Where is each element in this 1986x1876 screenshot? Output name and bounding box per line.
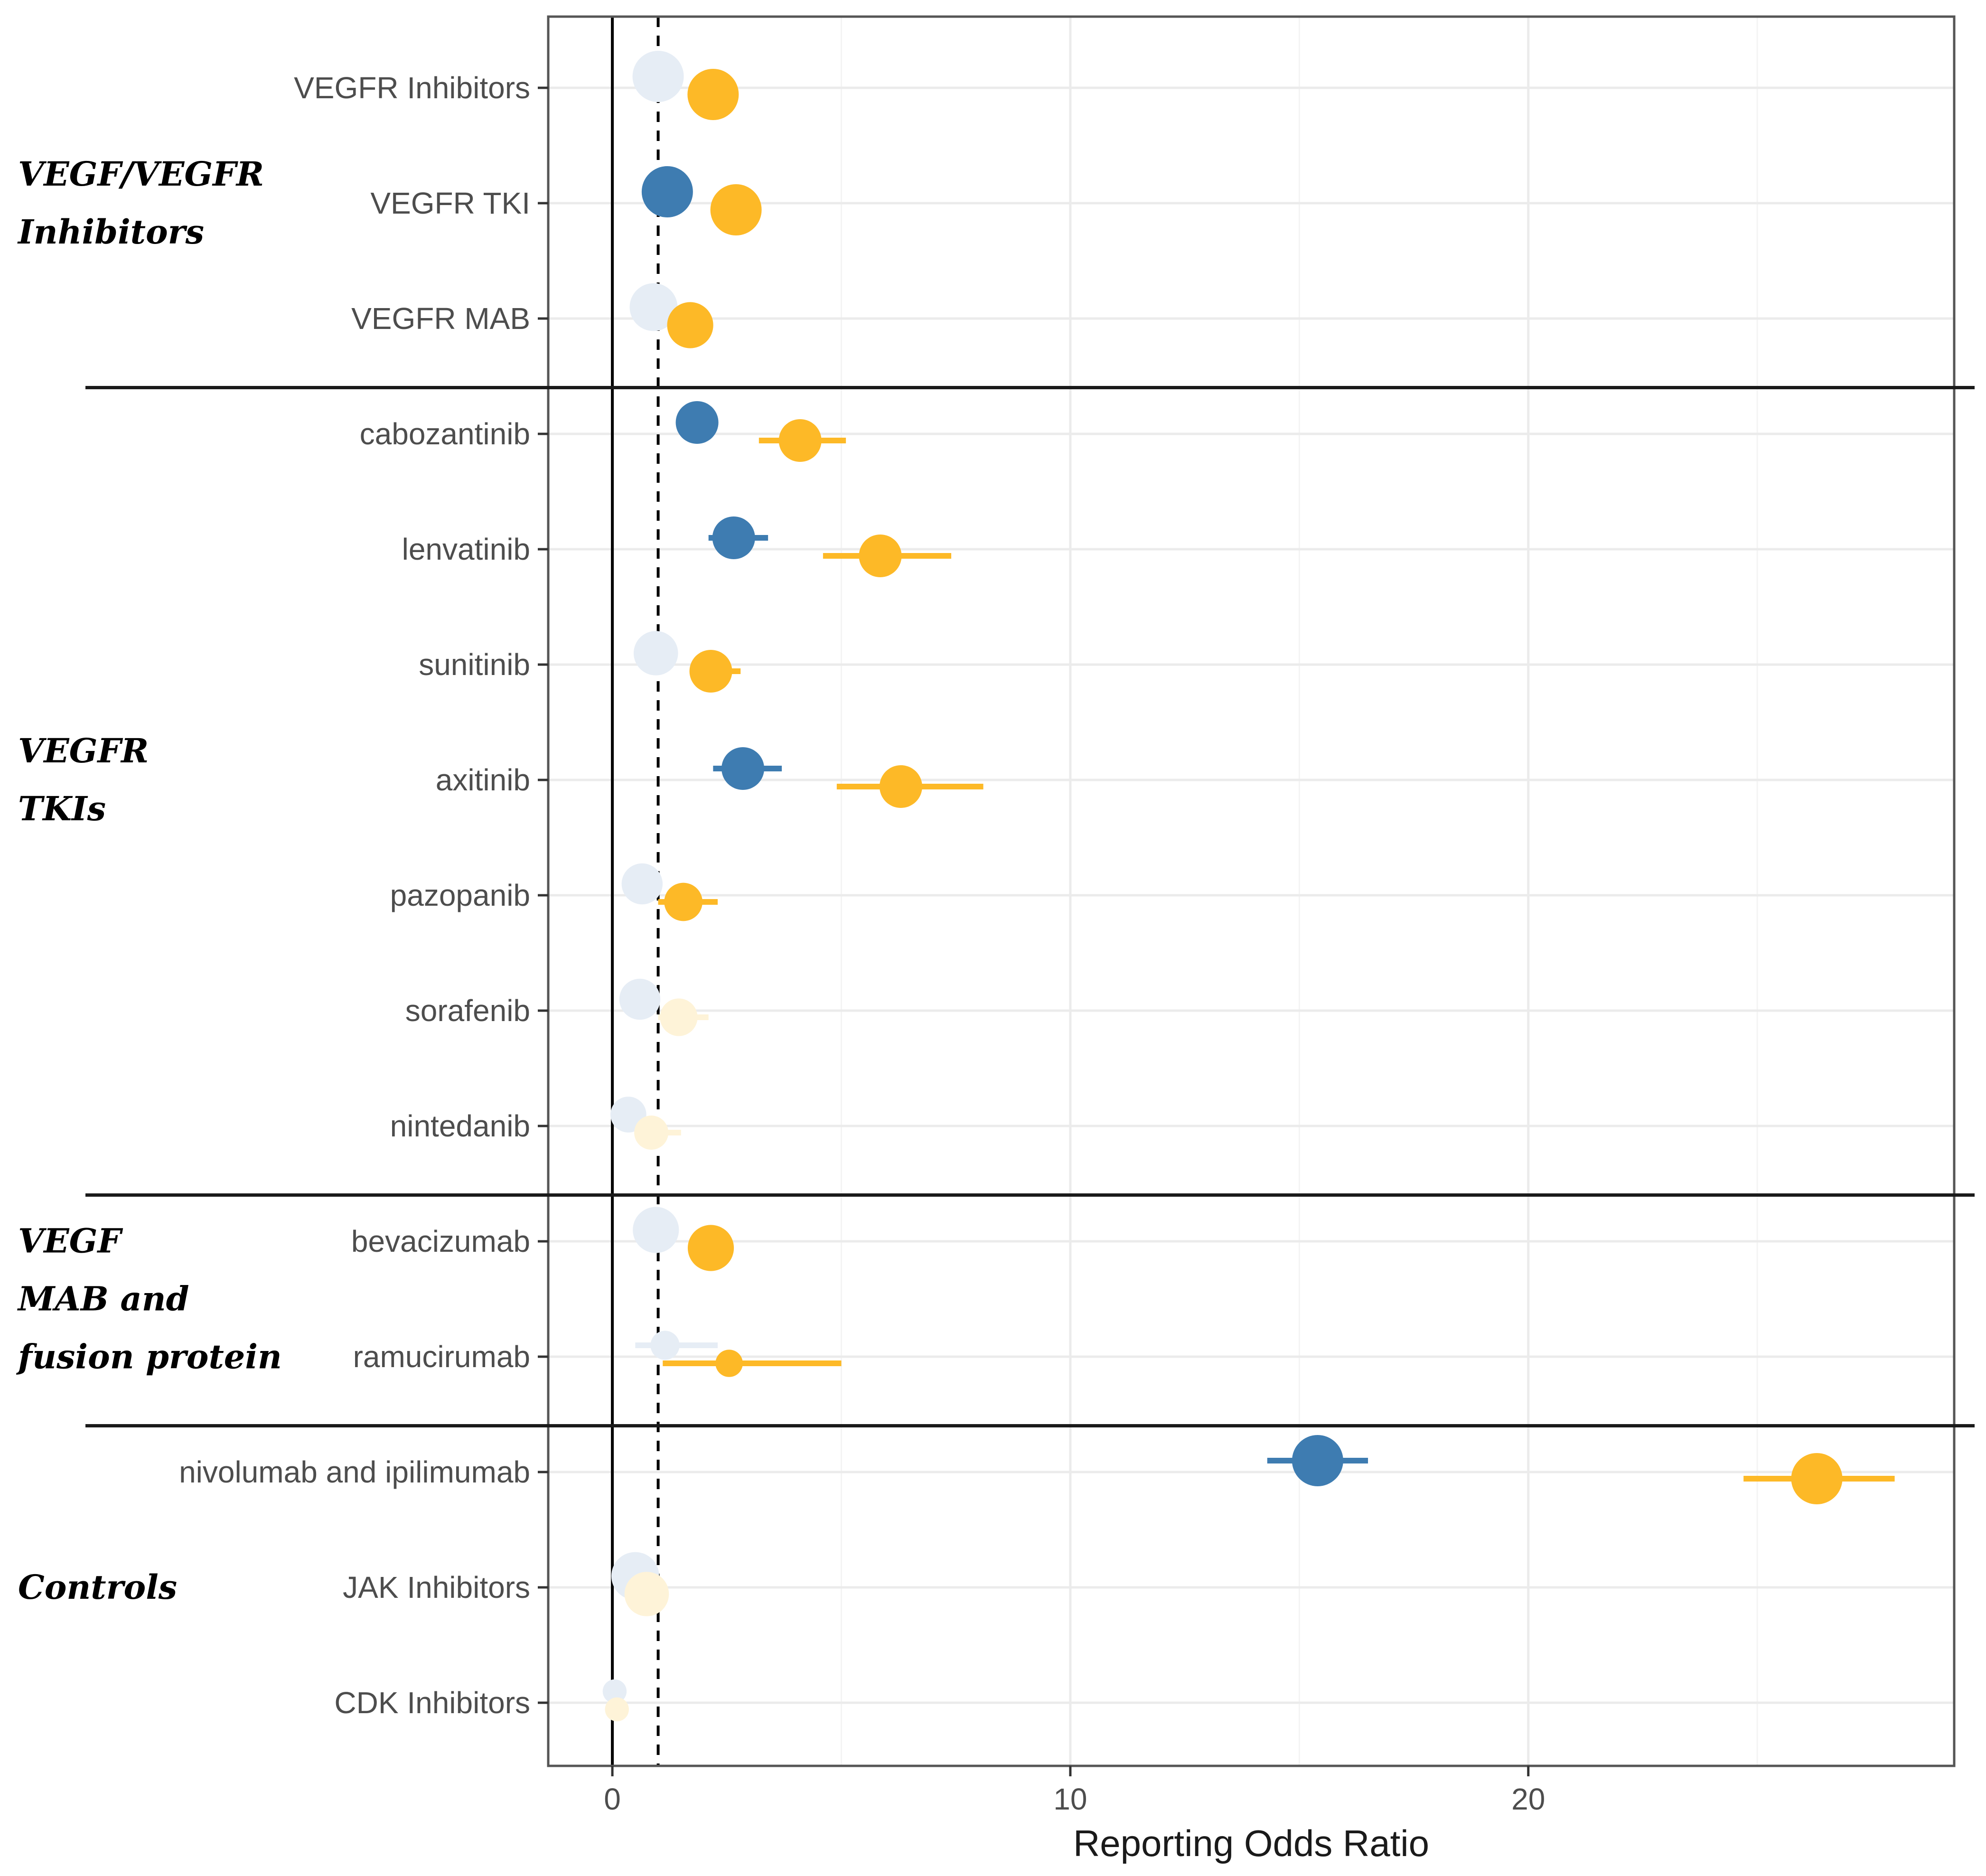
blue-point bbox=[619, 978, 661, 1020]
gridlines bbox=[548, 17, 1954, 1766]
group-label-line: MAB and bbox=[17, 1279, 189, 1319]
orange-point bbox=[778, 419, 822, 462]
category-label: ramucirumab bbox=[353, 1340, 530, 1374]
orange-point bbox=[689, 650, 732, 693]
orange-point bbox=[687, 69, 739, 120]
x-axis: 0 10 20 bbox=[604, 1766, 1545, 1816]
blue-point bbox=[602, 1679, 627, 1704]
y-axis: VEGFR Inhibitors VEGFR TKI VEGFR MAB caboza… bbox=[179, 71, 548, 1720]
x-axis-title: Reporting Odds Ratio bbox=[1073, 1822, 1429, 1864]
blue-point bbox=[629, 283, 678, 331]
group-label-line: TKIs bbox=[18, 789, 106, 828]
category-label: JAK Inhibitors bbox=[343, 1570, 530, 1604]
category-label: nintedanib bbox=[390, 1109, 530, 1143]
category-label: pazopanib bbox=[390, 878, 530, 912]
category-label: sorafenib bbox=[405, 994, 530, 1028]
category-label: bevacizumab bbox=[351, 1224, 530, 1258]
orange-point bbox=[687, 1225, 734, 1271]
blue-point bbox=[712, 516, 755, 559]
category-label: VEGFR Inhibitors bbox=[294, 71, 530, 105]
category-label: axitinib bbox=[436, 763, 530, 797]
blue-point bbox=[650, 1331, 680, 1360]
group-label-line: fusion protein bbox=[16, 1337, 282, 1377]
orange-point bbox=[660, 998, 698, 1036]
category-label: nivolumab and ipilimumab bbox=[179, 1455, 530, 1489]
group-labels: VEGF/VEGFR Inhibitors VEGFR TKIs VEGF MAB and… bbox=[16, 154, 282, 1607]
orange-point bbox=[664, 882, 703, 921]
orange-point bbox=[715, 1350, 743, 1377]
plot-panel-border bbox=[547, 15, 1956, 1767]
blue-point bbox=[675, 401, 719, 444]
x-tick-label: 10 bbox=[1053, 1782, 1087, 1816]
orange-point bbox=[710, 184, 762, 235]
blue-point bbox=[632, 51, 684, 102]
x-tick-label: 20 bbox=[1511, 1782, 1545, 1816]
category-label: CDK Inhibitors bbox=[334, 1686, 530, 1720]
group-label-line: VEGF bbox=[18, 1221, 123, 1261]
blue-point bbox=[1292, 1435, 1343, 1486]
data-marks bbox=[602, 51, 1895, 1722]
group-separators bbox=[85, 386, 1975, 1427]
orange-point bbox=[624, 1572, 669, 1616]
blue-point bbox=[641, 166, 693, 217]
category-label: cabozantinib bbox=[360, 417, 530, 451]
category-label: VEGFR TKI bbox=[370, 186, 530, 220]
blue-point bbox=[633, 631, 678, 675]
blue-point bbox=[721, 747, 765, 790]
orange-point bbox=[605, 1697, 629, 1722]
blue-point bbox=[633, 1207, 679, 1253]
category-label: VEGFR MAB bbox=[351, 301, 530, 336]
x-tick-label: 0 bbox=[604, 1782, 621, 1816]
group-label-line: VEGF/VEGFR bbox=[18, 154, 264, 194]
group-label-line: Controls bbox=[18, 1567, 177, 1607]
category-label: lenvatinib bbox=[402, 532, 530, 566]
orange-point bbox=[1791, 1453, 1843, 1504]
blue-point bbox=[621, 863, 663, 905]
group-label-line: VEGFR bbox=[18, 731, 149, 770]
orange-point bbox=[667, 302, 713, 348]
group-label-line: Inhibitors bbox=[17, 212, 204, 252]
category-label: sunitinib bbox=[419, 647, 530, 682]
orange-point bbox=[879, 765, 922, 808]
orange-point bbox=[859, 535, 902, 577]
orange-point bbox=[634, 1116, 669, 1150]
